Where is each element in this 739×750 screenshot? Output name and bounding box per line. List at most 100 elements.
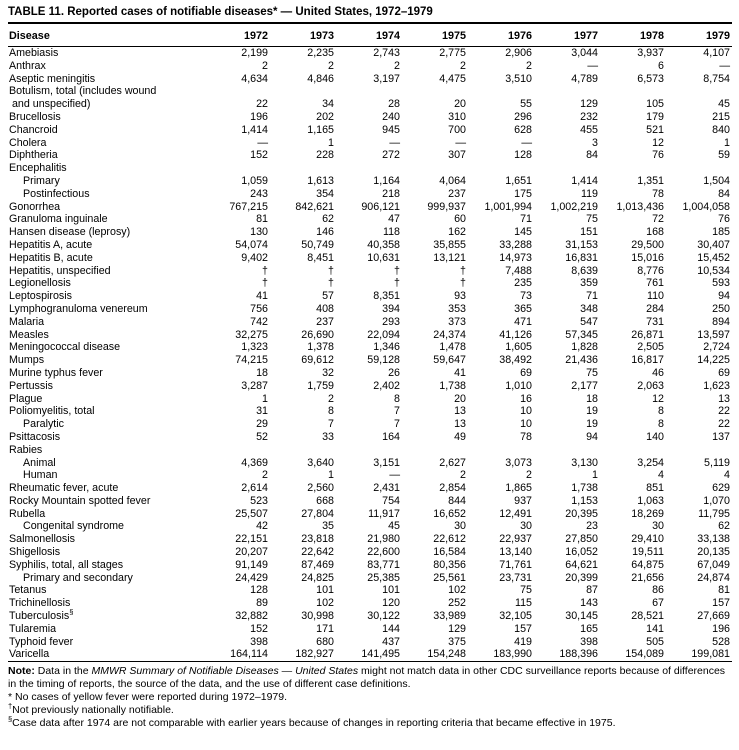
case-count-cell: 1,004,058 xyxy=(682,200,730,213)
column-header-year: 1978 xyxy=(600,24,666,47)
case-count-cell: 20 xyxy=(454,98,466,111)
case-count-cell: 102 xyxy=(316,597,334,610)
case-count-cell: 296 xyxy=(514,110,532,123)
disease-label: Rubella xyxy=(9,507,46,520)
disease-label: Leptospirosis xyxy=(9,290,72,303)
table-row: Animal 4,369 3,640 3,151 2,627 3,073 3,130 3,25… xyxy=(8,457,732,470)
case-count-cell: 629 xyxy=(712,482,730,495)
disease-label: Anthrax xyxy=(9,59,46,72)
case-count-cell: 69,612 xyxy=(301,354,334,367)
case-count-cell: 945 xyxy=(382,123,400,136)
case-count-cell: 18,269 xyxy=(631,507,664,520)
case-count-cell: 12 xyxy=(652,392,664,405)
case-count-cell: 102 xyxy=(448,584,466,597)
case-count-cell: 906,121 xyxy=(361,200,400,213)
table-row: Syphilis, total, all stages 91,149 87,469 8… xyxy=(8,559,732,572)
case-count-cell: 171 xyxy=(316,622,334,635)
case-count-cell: 31,153 xyxy=(565,238,598,251)
case-count-cell: 86 xyxy=(652,584,664,597)
case-count-cell: 67 xyxy=(652,597,664,610)
case-count-cell: 1,865 xyxy=(505,482,532,495)
case-count-cell: 21,980 xyxy=(367,533,400,546)
case-count-cell: 3 xyxy=(592,136,598,149)
case-count-cell: 2,627 xyxy=(439,456,466,469)
case-count-cell: 22,612 xyxy=(433,533,466,546)
footnote-marker: § xyxy=(8,714,13,724)
disease-label: Human xyxy=(23,469,58,482)
case-count-cell: 1,613 xyxy=(307,174,334,187)
disease-label: Cholera xyxy=(9,136,47,149)
case-count-cell: 19,511 xyxy=(632,546,664,559)
case-count-cell: 32,882 xyxy=(235,610,268,623)
case-count-cell: 175 xyxy=(514,187,532,200)
case-count-cell: 25,561 xyxy=(433,571,466,584)
case-count-cell: 38,492 xyxy=(499,354,532,367)
case-count-cell: † xyxy=(262,277,268,290)
table-row: Granuloma inguinale 81 62 47 60 71 75 72 76 xyxy=(8,213,732,226)
disease-label: Aseptic meningitis xyxy=(9,72,96,85)
case-count-cell: 844 xyxy=(448,494,466,507)
case-count-cell: 87,469 xyxy=(301,558,334,571)
case-count-cell: 20,135 xyxy=(697,546,730,559)
case-count-cell: 25,507 xyxy=(235,507,268,520)
table-row: Hepatitis A, acute 54,074 50,749 40,358 35,8… xyxy=(8,239,732,252)
case-count-cell: 237 xyxy=(316,315,334,328)
case-count-cell: 1,165 xyxy=(307,123,334,136)
case-count-cell: 2,431 xyxy=(373,482,400,495)
disease-label: Psittacosis xyxy=(9,430,61,443)
case-count-cell: 40,358 xyxy=(367,238,400,251)
case-count-cell: 3,073 xyxy=(505,456,532,469)
case-count-cell: 23,818 xyxy=(301,533,334,546)
table-row: Pertussis 3,287 1,759 2,402 1,738 1,010 2,177 2… xyxy=(8,380,732,393)
note-paragraph: Note: Data in the MMWR Summary of Notifi… xyxy=(8,665,732,691)
case-count-cell: 228 xyxy=(316,149,334,162)
case-count-cell: 3,151 xyxy=(373,456,400,469)
case-count-cell: 756 xyxy=(250,302,268,315)
table-row: Brucellosis 196 202 240 310 296 232 179 215 xyxy=(8,111,732,124)
footnote-marker-icon: § xyxy=(69,607,74,617)
table-row: Hansen disease (leprosy) 130 146 118 162 145 1… xyxy=(8,226,732,239)
case-count-cell: 19 xyxy=(586,405,598,418)
case-count-cell: 31 xyxy=(256,405,268,418)
table-row: Hepatitis, unspecified † † † † 7,488 8,639 8,77… xyxy=(8,265,732,278)
case-count-cell: 71 xyxy=(586,290,598,303)
case-count-cell: 137 xyxy=(712,430,730,443)
table-row: Human 2 1 — 2 2 1 4 4 xyxy=(8,469,732,482)
disease-label: Salmonellosis xyxy=(9,533,75,546)
case-count-cell: 3,287 xyxy=(241,379,268,392)
case-count-cell: 26,690 xyxy=(301,328,334,341)
case-count-cell: 4 xyxy=(658,469,664,482)
case-count-cell: 13 xyxy=(718,392,730,405)
case-count-cell: 76 xyxy=(718,213,730,226)
case-count-cell: 232 xyxy=(580,110,598,123)
table-row: Anthrax 2 2 2 2 2 — 6 — xyxy=(8,60,732,73)
case-count-cell: 471 xyxy=(514,315,532,328)
case-count-cell: 45 xyxy=(388,520,400,533)
case-count-cell: 16 xyxy=(520,392,532,405)
case-count-cell: 1 xyxy=(592,469,598,482)
table-row: Typhoid fever 398 680 437 375 419 398 505 528 xyxy=(8,636,732,649)
case-count-cell: 59,128 xyxy=(367,354,400,367)
case-count-cell: 32,105 xyxy=(499,610,532,623)
case-count-cell: 6 xyxy=(658,59,664,72)
case-count-cell: † xyxy=(328,264,334,277)
disease-label: Murine typhus fever xyxy=(9,366,103,379)
case-count-cell: 851 xyxy=(646,482,664,495)
case-count-cell: 21,656 xyxy=(631,571,664,584)
case-count-cell: 1,828 xyxy=(571,341,598,354)
case-count-cell: 29,410 xyxy=(631,533,664,546)
case-count-cell: 8,351 xyxy=(373,290,400,303)
case-count-cell: 398 xyxy=(580,635,598,648)
case-count-cell: 49 xyxy=(454,430,466,443)
table-row: Gonorrhea 767,215 842,621 906,121 999,937 1,0… xyxy=(8,201,732,214)
case-count-cell: 165 xyxy=(580,622,598,635)
case-count-cell: 2,063 xyxy=(637,379,664,392)
case-count-cell: 84 xyxy=(586,149,598,162)
case-count-cell xyxy=(534,444,600,457)
case-count-cell: 10,631 xyxy=(367,251,400,264)
case-count-cell: 28,521 xyxy=(631,610,664,623)
disease-label: Lymphogranuloma venereum xyxy=(9,302,148,315)
table-row: Hepatitis B, acute 9,402 8,451 10,631 13,121… xyxy=(8,252,732,265)
table-row: Primary 1,059 1,613 1,164 4,064 1,651 1,414 1,3… xyxy=(8,175,732,188)
case-count-cell: 30 xyxy=(652,520,664,533)
